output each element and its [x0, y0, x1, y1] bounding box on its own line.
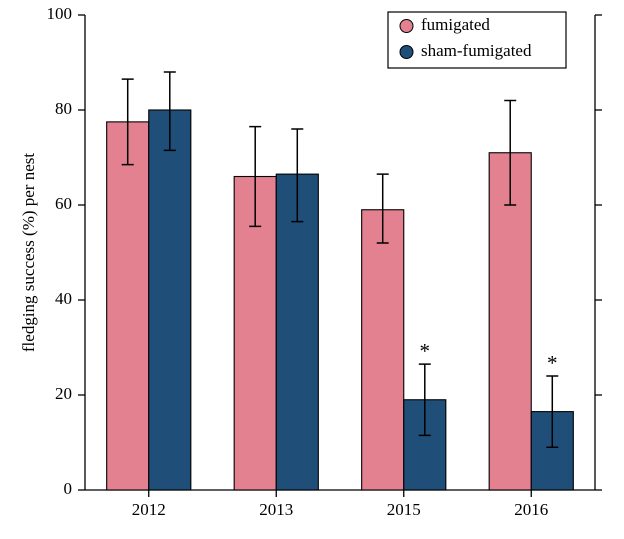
legend-swatch-sham: [400, 46, 413, 59]
y-tick-label: 100: [47, 4, 73, 23]
y-tick-label: 60: [55, 194, 72, 213]
y-tick-label: 80: [55, 99, 72, 118]
chart-svg: 0 20 40 60 80 100 fledging success (%) per nes…: [0, 0, 624, 539]
x-tick-label: 2015: [387, 500, 421, 519]
significance-marker: *: [547, 351, 558, 375]
x-tick-label: 2012: [132, 500, 166, 519]
legend-swatch-fumigated: [400, 20, 413, 33]
bar-sham: [149, 110, 191, 490]
significance-marker: *: [420, 339, 431, 363]
x-tick-label: 2013: [259, 500, 293, 519]
x-tick-label: 2016: [514, 500, 548, 519]
legend-label-sham: sham-fumigated: [421, 41, 532, 60]
y-axis-label: fledging success (%) per nest: [19, 153, 38, 352]
y-tick-label: 40: [55, 289, 72, 308]
bar-fumigated: [107, 122, 149, 490]
fledging-success-chart: 0 20 40 60 80 100 fledging success (%) per nes…: [0, 0, 624, 539]
y-tick-label: 20: [55, 384, 72, 403]
y-tick-label: 0: [64, 479, 73, 498]
legend-label-fumigated: fumigated: [421, 15, 490, 34]
bar-fumigated: [362, 210, 404, 490]
